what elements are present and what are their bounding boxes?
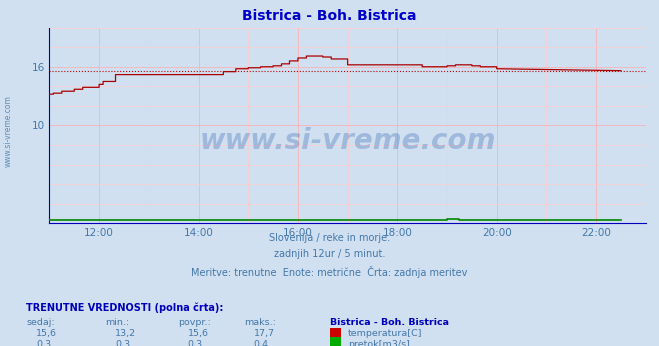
Text: 0,3: 0,3 <box>36 340 51 346</box>
Text: pretok[m3/s]: pretok[m3/s] <box>348 340 410 346</box>
Text: povpr.:: povpr.: <box>178 318 211 327</box>
Text: zadnjih 12ur / 5 minut.: zadnjih 12ur / 5 minut. <box>273 249 386 259</box>
Text: temperatura[C]: temperatura[C] <box>348 329 422 338</box>
Text: 15,6: 15,6 <box>188 329 209 338</box>
Text: Slovenija / reke in morje.: Slovenija / reke in morje. <box>269 233 390 243</box>
Text: min.:: min.: <box>105 318 130 327</box>
Text: Meritve: trenutne  Enote: metrične  Črta: zadnja meritev: Meritve: trenutne Enote: metrične Črta: … <box>191 266 468 278</box>
Text: 0,3: 0,3 <box>188 340 203 346</box>
Text: TRENUTNE VREDNOSTI (polna črta):: TRENUTNE VREDNOSTI (polna črta): <box>26 303 224 313</box>
Text: sedaj:: sedaj: <box>26 318 55 327</box>
Text: www.si-vreme.com: www.si-vreme.com <box>3 95 13 167</box>
Text: 13,2: 13,2 <box>115 329 136 338</box>
Text: maks.:: maks.: <box>244 318 275 327</box>
Text: 17,7: 17,7 <box>254 329 275 338</box>
Text: www.si-vreme.com: www.si-vreme.com <box>200 127 496 155</box>
Text: 0,4: 0,4 <box>254 340 269 346</box>
Text: 15,6: 15,6 <box>36 329 57 338</box>
Text: Bistrica - Boh. Bistrica: Bistrica - Boh. Bistrica <box>243 9 416 22</box>
Text: Bistrica - Boh. Bistrica: Bistrica - Boh. Bistrica <box>330 318 449 327</box>
Text: 0,3: 0,3 <box>115 340 130 346</box>
